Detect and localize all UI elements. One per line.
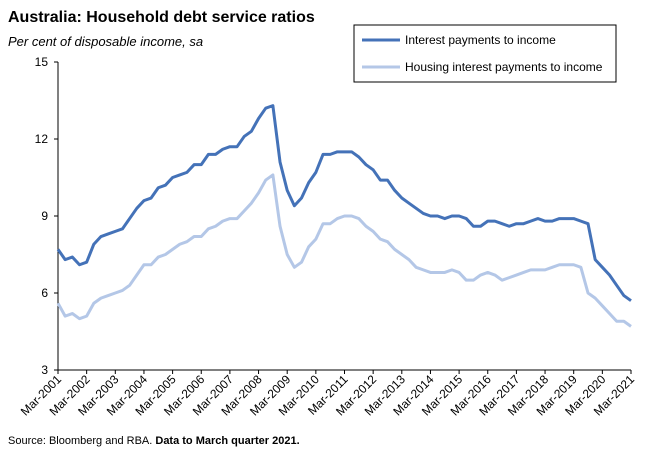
y-tick-label: 9 [41,209,48,223]
series-line [56,173,632,328]
legend-label: Interest payments to income [405,33,556,47]
y-tick-label: 6 [41,286,48,300]
note: Data to March quarter 2021. [155,435,299,447]
chart-title: Australia: Household debt service ratios [8,9,315,26]
y-tick-label: 3 [41,363,48,377]
source: Source: Bloomberg and RBA. [8,435,152,447]
legend-box [353,24,617,83]
chart-subtitle: Per cent of disposable income, sa [8,34,203,49]
y-tick-label: 12 [35,132,49,146]
y-tick-label: 15 [35,55,49,69]
source-note: Source: Bloomberg and RBA. Data to March… [8,435,300,447]
series-line [56,104,632,302]
legend-label: Housing interest payments to income [405,60,603,74]
